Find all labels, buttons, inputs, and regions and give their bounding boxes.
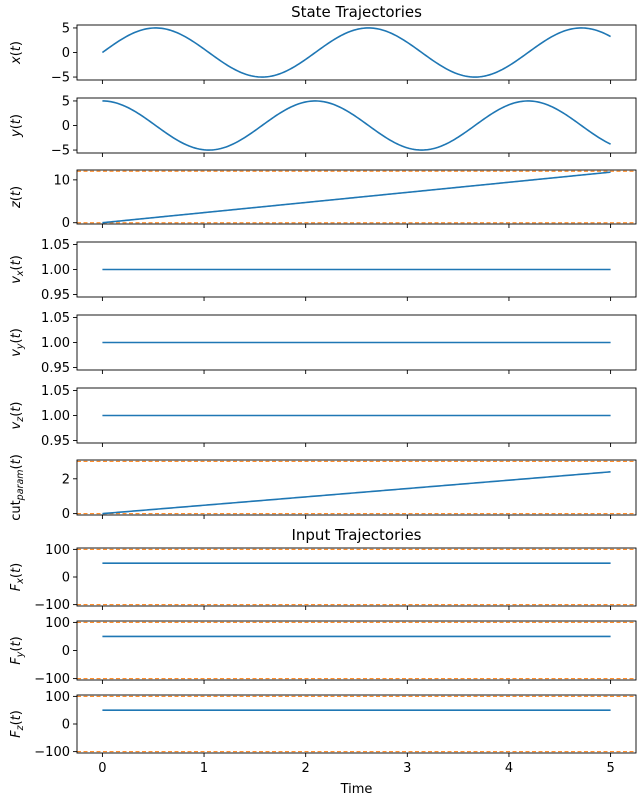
panel-title: State Trajectories	[291, 3, 422, 21]
y-tick-label: 0	[62, 216, 70, 231]
y-tick-label: 1.00	[41, 263, 70, 278]
y-axis-label: Fz(t)	[9, 710, 26, 738]
series-line	[102, 471, 611, 515]
y-tick-label: −100	[34, 745, 70, 760]
x-tick-label: 4	[505, 761, 513, 776]
x-tick-label: 1	[200, 761, 208, 776]
y-tick-label: −5	[51, 71, 70, 86]
y-tick-label: 0	[62, 571, 70, 586]
axes-frame	[76, 694, 637, 754]
y-tick-label: 1.05	[41, 238, 70, 253]
y-tick-label: 0	[62, 46, 70, 61]
axes-frame	[76, 547, 637, 607]
y-axis-label: vz(t)	[9, 402, 26, 430]
y-tick-label: 1.05	[41, 384, 70, 399]
y-axis-label: y(t)	[9, 114, 24, 138]
panel-1: 5 0 −5 x(t) State Trajectories	[9, 3, 637, 86]
y-tick-label: 100	[45, 690, 70, 705]
panel-3: 10 0 z(t)	[9, 169, 637, 231]
panel-7: 2 0 cutparam(t)	[9, 454, 637, 522]
y-tick-label: 1.00	[41, 336, 70, 351]
series-line	[102, 100, 611, 151]
y-tick-label: 0	[62, 718, 70, 733]
y-tick-label: 0.95	[41, 361, 70, 376]
panel-8: 100 0 −100 Fx(t) Input Trajectories	[9, 526, 637, 613]
panel-5: 1.05 1.00 0.95 vy(t)	[9, 311, 637, 376]
y-tick-label: 0.95	[41, 434, 70, 449]
x-tick-label: 2	[302, 761, 310, 776]
axes-frame	[76, 459, 637, 516]
y-tick-label: 0.95	[41, 288, 70, 303]
y-tick-label: 0	[62, 644, 70, 659]
axes-frame	[76, 169, 637, 225]
y-axis-label: z(t)	[9, 186, 24, 209]
panel-9: 100 0 −100 Fy(t)	[9, 616, 637, 687]
y-tick-label: 0	[62, 119, 70, 134]
y-tick-label: 100	[45, 616, 70, 631]
y-tick-label: 0	[62, 507, 70, 522]
y-tick-label: 10	[53, 173, 70, 188]
y-tick-label: 100	[45, 543, 70, 558]
y-tick-label: 2	[62, 472, 70, 487]
panel-10: 100 0 −100 Fz(t)	[9, 690, 637, 760]
series-line	[101, 27, 611, 78]
panel-2: 5 0 −5 y(t)	[9, 94, 637, 159]
y-tick-label: −100	[34, 672, 70, 687]
y-axis-label: vy(t)	[9, 328, 26, 357]
y-tick-label: −100	[34, 598, 70, 613]
y-axis-label: cutparam(t)	[9, 454, 26, 521]
x-axis-label: Time	[340, 782, 373, 797]
y-axis-label: Fy(t)	[9, 636, 26, 664]
y-axis-label: vx(t)	[9, 255, 26, 284]
panel-6: 1.05 1.00 0.95 vz(t)	[9, 384, 637, 449]
y-axis-label: Fx(t)	[9, 563, 26, 591]
y-tick-label: −5	[51, 144, 70, 159]
series-line	[102, 171, 611, 224]
x-tick-label: 0	[98, 761, 106, 776]
axes-frame	[76, 24, 637, 81]
x-tick-label: 5	[606, 761, 614, 776]
panel-4: 1.05 1.00 0.95 vx(t)	[9, 238, 637, 303]
axes-frame	[76, 620, 637, 681]
panel-title: Input Trajectories	[291, 526, 421, 544]
y-tick-label: 1.00	[41, 409, 70, 424]
y-tick-label: 5	[62, 21, 70, 36]
y-tick-label: 5	[62, 94, 70, 109]
y-axis-label: x(t)	[9, 41, 24, 65]
x-tick-label: 3	[403, 761, 411, 776]
y-tick-label: 1.05	[41, 311, 70, 326]
